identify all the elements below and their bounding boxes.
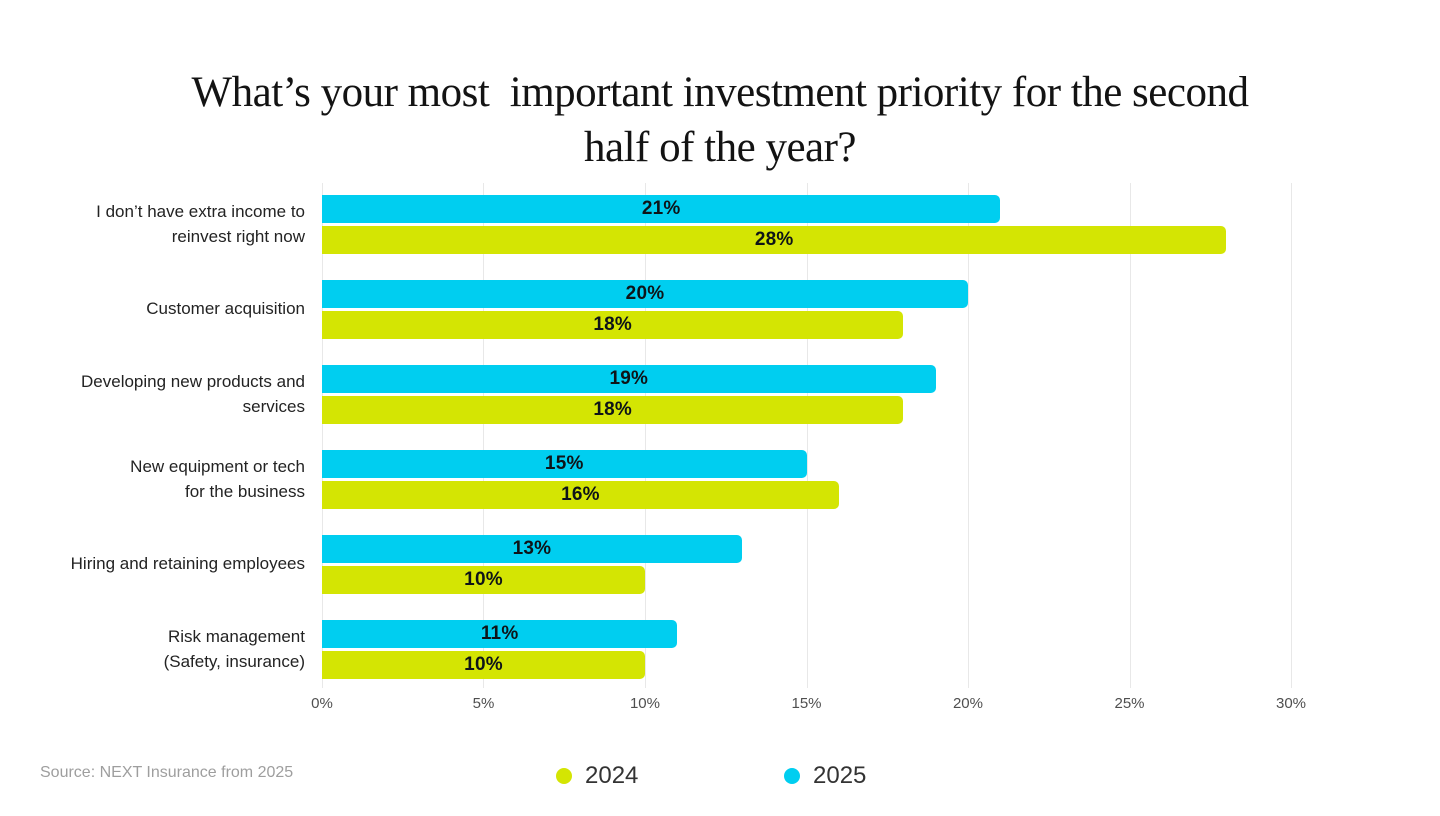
category-label: Developing new products and services bbox=[81, 371, 305, 416]
legend-dot-2025-icon bbox=[784, 768, 800, 784]
bar-value-label: 13% bbox=[512, 538, 552, 559]
category-label: I don’t have extra income to reinvest ri… bbox=[96, 201, 305, 246]
bar-group: 11% 10% bbox=[322, 620, 1291, 679]
x-tick-label: 15% bbox=[791, 695, 822, 712]
x-tick-label: 5% bbox=[472, 695, 495, 712]
gridline bbox=[1291, 183, 1292, 688]
bar-2024: 18% bbox=[322, 396, 904, 424]
legend-item-2025: 2025 bbox=[784, 762, 866, 790]
x-tick-label: 30% bbox=[1275, 695, 1307, 712]
bar-2025: 20% bbox=[322, 280, 968, 308]
bar-2025: 19% bbox=[322, 365, 936, 393]
chart-title: What’s your most important investment pr… bbox=[191, 68, 1249, 171]
bar-2024: 16% bbox=[322, 481, 839, 509]
gridline bbox=[483, 183, 485, 688]
category-label: Customer acquisition bbox=[146, 299, 305, 319]
bar-value-label: 28% bbox=[754, 229, 794, 250]
bar-value-label: 21% bbox=[641, 198, 681, 219]
bar-2024: 10% bbox=[322, 651, 645, 679]
bar-value-label: 11% bbox=[480, 623, 519, 644]
bar-2025: 13% bbox=[322, 535, 742, 563]
chart-row: I don’t have extra income to reinvest ri… bbox=[0, 195, 1440, 254]
bar-group: 19% 18% bbox=[322, 365, 1291, 424]
x-tick-label: 10% bbox=[629, 695, 660, 712]
legend-item-2024: 2024 bbox=[556, 762, 638, 790]
source-text: Source: NEXT Insurance from 2025 bbox=[40, 764, 294, 781]
legend-label: 2024 bbox=[585, 762, 639, 789]
category-label: Hiring and retaining employees bbox=[70, 554, 305, 574]
category-label: New equipment or tech for the business bbox=[130, 456, 305, 501]
x-axis: 0% 5% 10% 15% 20% 25% 30% bbox=[311, 695, 1306, 719]
chart-rows: I don’t have extra income to reinvest ri… bbox=[0, 183, 1440, 679]
bar-value-label: 18% bbox=[593, 399, 633, 420]
gridline bbox=[1129, 183, 1131, 688]
x-tick-label: 0% bbox=[311, 695, 333, 712]
bar-2024: 28% bbox=[322, 226, 1227, 254]
gridline bbox=[967, 183, 969, 688]
gridlines bbox=[322, 183, 1292, 688]
chart-row: New equipment or tech for the business 1… bbox=[0, 450, 1440, 509]
chart-row: Risk management (Safety, insurance) 11% … bbox=[0, 620, 1440, 679]
chart-row: Hiring and retaining employees 13% 10% bbox=[0, 535, 1440, 594]
legend-label: 2025 bbox=[813, 762, 867, 789]
bar-2025: 11% bbox=[322, 620, 678, 648]
gridline bbox=[806, 183, 808, 688]
x-tick-label: 25% bbox=[1114, 695, 1145, 712]
bar-value-label: 16% bbox=[561, 484, 600, 505]
chart-row: Customer acquisition 20% 18% bbox=[0, 280, 1440, 339]
gridline bbox=[644, 183, 646, 688]
chart-row: Developing new products and services 19%… bbox=[0, 365, 1440, 424]
x-tick-label: 20% bbox=[952, 695, 983, 712]
bar-group: 21% 28% bbox=[322, 195, 1291, 254]
gridline bbox=[322, 183, 323, 688]
bar-value-label: 19% bbox=[609, 368, 649, 389]
category-label: Risk management (Safety, insurance) bbox=[163, 626, 305, 671]
bar-group: 15% 16% bbox=[322, 450, 1291, 509]
bar-value-label: 15% bbox=[544, 453, 584, 474]
legend-dot-2024-icon bbox=[556, 768, 572, 784]
bar-2024: 18% bbox=[322, 311, 904, 339]
bar-2025: 21% bbox=[322, 195, 1001, 223]
bar-value-label: 10% bbox=[464, 569, 503, 590]
bar-2024: 10% bbox=[322, 566, 645, 594]
bar-2025: 15% bbox=[322, 450, 807, 478]
bar-value-label: 20% bbox=[625, 283, 665, 304]
bar-group: 20% 18% bbox=[322, 280, 1291, 339]
bar-value-label: 18% bbox=[593, 314, 633, 335]
bar-chart: I don’t have extra income to reinvest ri… bbox=[0, 183, 1440, 688]
bar-group: 13% 10% bbox=[322, 535, 1291, 594]
bar-value-label: 10% bbox=[464, 654, 503, 675]
